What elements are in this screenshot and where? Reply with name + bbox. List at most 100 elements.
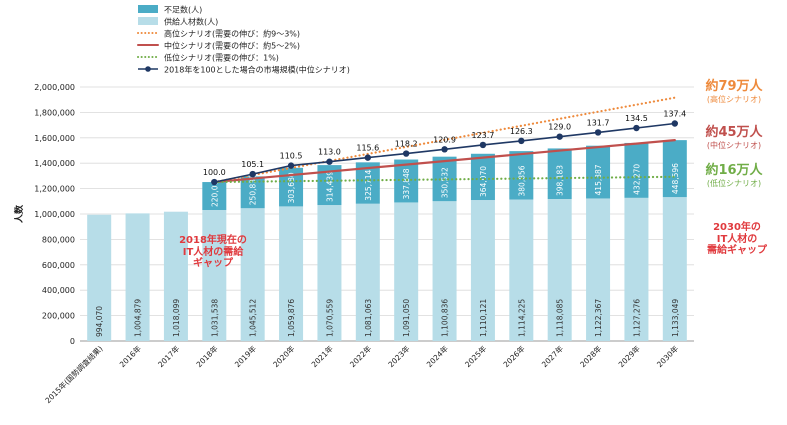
index-point — [479, 141, 487, 149]
annotation-high-scenario: (高位シナリオ) — [706, 94, 762, 104]
supply-bar — [432, 201, 457, 341]
shortage-bar-label: 337,848 — [402, 168, 411, 199]
y-tick-label: 200,000 — [42, 312, 75, 321]
legend-label: 低位シナリオ(需要の伸び：1%) — [164, 53, 279, 63]
supply-bar — [547, 199, 572, 341]
annotation-gap-2018: 2018年現在の IT人材の需給 ギャップ — [168, 235, 258, 270]
index-label: 105.1 — [241, 160, 264, 169]
supply-bar — [279, 206, 304, 341]
legend-label: 中位シナリオ(需要の伸び：約5〜2%) — [164, 41, 300, 51]
supply-bar-label: 1,133,049 — [671, 299, 680, 337]
supply-bar — [509, 199, 534, 341]
supply-bar — [317, 205, 342, 341]
index-label: 131.7 — [587, 118, 610, 127]
x-tick-label: 2022年 — [347, 343, 373, 369]
supply-bar — [586, 198, 611, 341]
index-label: 126.3 — [510, 127, 533, 136]
annotation-gap-2030-line: 需給ギャップ — [707, 245, 767, 256]
annotation-gap-2018-line: 2018年現在の — [179, 235, 247, 246]
supply-bar-label: 1,070,559 — [325, 299, 334, 337]
annotation-high-value: 約79万人 — [705, 79, 763, 94]
shortage-bar-label: 432,270 — [632, 164, 641, 195]
y-tick-label: 2,000,000 — [34, 83, 75, 92]
supply-bar — [662, 197, 687, 341]
index-point — [249, 170, 256, 178]
supply-bar-label: 1,118,085 — [556, 299, 565, 337]
index-point — [441, 146, 448, 153]
shortage-bar-label: 350,532 — [441, 167, 450, 198]
index-point — [594, 129, 602, 136]
x-tick-label: 2028年 — [578, 343, 604, 369]
annotation-mid-value: 約45万人 — [705, 125, 763, 140]
x-tick-label: 2016年 — [117, 343, 143, 369]
shortage-bar-label: 364,070 — [479, 166, 488, 197]
y-tick-label: 1,600,000 — [34, 134, 75, 143]
supply-bar-label: 1,018,099 — [172, 299, 181, 337]
x-tick-label: 2019年 — [232, 343, 258, 369]
y-tick-label: 400,000 — [42, 286, 75, 295]
index-label: 110.5 — [280, 152, 303, 161]
x-tick-label: 2029年 — [616, 343, 642, 369]
legend-swatch-supply — [138, 17, 158, 25]
x-tick-label: 2015年(国勢調査結果) — [43, 343, 105, 405]
legend-swatch-index-marker — [145, 66, 151, 72]
y-axis-label: 人数 — [13, 204, 25, 224]
annotation-mid: 約45万人 (中位シナリオ) — [694, 125, 774, 150]
supply-bar-label: 1,004,879 — [134, 299, 143, 337]
supply-bar — [202, 209, 227, 341]
shortage-bar-label: 220,000 — [210, 176, 219, 207]
legend-label: 高位シナリオ(需要の伸び：約9〜3%) — [164, 29, 300, 39]
shortage-bar-label: 415,387 — [594, 164, 603, 195]
shortage-bar — [394, 159, 419, 203]
index-label: 113.0 — [318, 148, 341, 157]
legend-label: 供給人材数(人) — [164, 17, 218, 27]
index-label: 120.9 — [433, 135, 456, 144]
x-tick-label: 2018年 — [194, 343, 220, 369]
supply-bar-label: 1,127,276 — [632, 299, 641, 337]
supply-bar-label: 1,122,367 — [594, 299, 603, 337]
annotation-low-value: 約16万人 — [705, 163, 763, 178]
annotation-gap-2030: 2030年の IT人材の 需給ギャップ — [696, 222, 778, 257]
index-label: 100.0 — [203, 168, 226, 177]
scenario-line — [213, 175, 676, 184]
y-tick-label: 0 — [70, 337, 75, 346]
shortage-bar — [662, 140, 687, 198]
annotation-mid-scenario: (中位シナリオ) — [706, 140, 762, 150]
supply-bar-label: 1,045,512 — [249, 299, 258, 337]
y-tick-label: 1,000,000 — [34, 210, 75, 219]
x-tick-label: 2026年 — [501, 343, 527, 369]
index-label: 115.6 — [356, 144, 379, 153]
shortage-bar-label: 380,856 — [517, 165, 526, 196]
x-tick-label: 2024年 — [424, 343, 450, 369]
shortage-bar-label: 325,714 — [364, 169, 373, 200]
index-point — [364, 154, 372, 161]
supply-bar-label: 1,059,876 — [287, 299, 296, 337]
supply-bar-label: 1,081,063 — [364, 299, 373, 337]
supply-bar — [125, 213, 150, 341]
index-point — [211, 178, 218, 186]
y-tick-label: 1,400,000 — [34, 159, 75, 168]
index-point — [287, 162, 295, 169]
y-tick-label: 800,000 — [42, 235, 75, 244]
supply-bar — [87, 214, 112, 341]
x-tick-label: 2023年 — [386, 343, 412, 369]
x-tick-label: 2025年 — [462, 343, 488, 369]
legend-label: 2018年を100とした場合の市場規模(中位シナリオ) — [164, 65, 350, 75]
index-label: 123.7 — [471, 131, 494, 140]
index-point — [671, 120, 679, 127]
shortage-bar — [624, 142, 649, 198]
index-label: 134.5 — [625, 114, 648, 123]
annotation-gap-2030-line: IT人材の — [716, 233, 758, 245]
supply-bar-label: 1,114,225 — [517, 299, 526, 337]
annotation-gap-2018-line: IT人材の需給 — [182, 246, 244, 258]
supply-bar-label: 994,070 — [95, 306, 104, 337]
index-label: 118.2 — [395, 140, 418, 149]
supply-bar — [394, 202, 419, 341]
shortage-bar — [586, 145, 611, 199]
x-tick-label: 2017年 — [155, 343, 181, 369]
shortage-bar — [470, 153, 495, 201]
scenario-line — [213, 139, 676, 184]
shortage-bar-label: 303,680 — [287, 172, 296, 203]
shortage-bar-label: 448,596 — [671, 163, 680, 194]
annotation-gap-2018-line: ギャップ — [193, 258, 233, 269]
